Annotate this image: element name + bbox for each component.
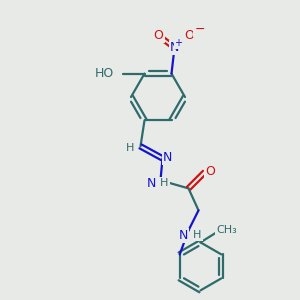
Text: CH₃: CH₃ — [216, 225, 237, 236]
Text: HO: HO — [95, 67, 115, 80]
Text: N: N — [163, 151, 172, 164]
Text: N: N — [179, 229, 188, 242]
Text: O: O — [154, 29, 164, 42]
Text: N: N — [170, 41, 179, 54]
Text: O: O — [184, 29, 194, 42]
Text: N: N — [147, 177, 156, 190]
Text: H: H — [126, 143, 135, 153]
Text: H: H — [160, 178, 169, 188]
Text: −: − — [194, 23, 205, 36]
Text: O: O — [206, 165, 215, 178]
Text: H: H — [193, 230, 202, 240]
Text: +: + — [175, 38, 182, 48]
